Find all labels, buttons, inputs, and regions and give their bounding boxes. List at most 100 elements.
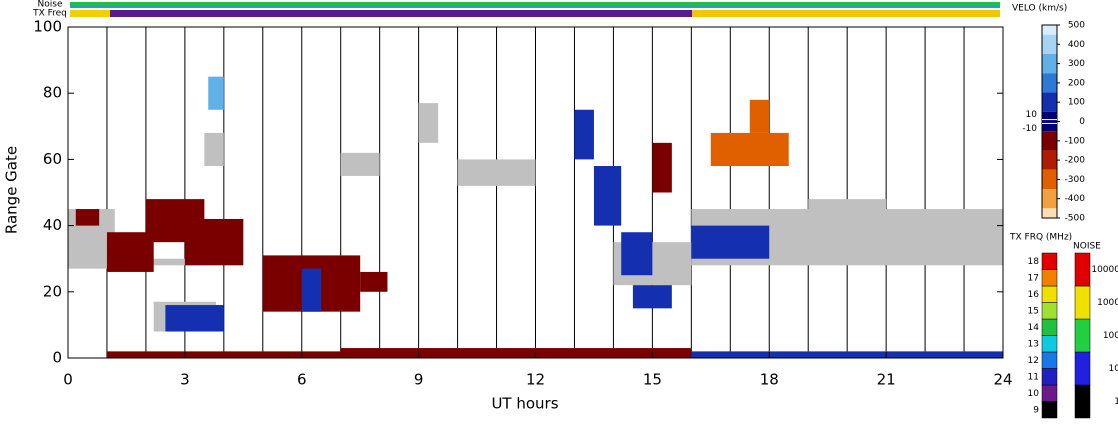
colorbar-cell [1041,318,1058,336]
colorbar-cell [1074,318,1091,353]
x-axis-label: UT hours [491,395,558,413]
colorbar-cell [1041,285,1058,303]
colorbar-tick-label: 10 [1028,389,1040,399]
freq-strip [692,10,1000,17]
colorbar-cell [1042,34,1057,54]
freq-strip [110,10,692,17]
colorbar-tick-label: 11 [1028,372,1039,382]
colorbar-tick-label: 12 [1028,356,1039,366]
colorbar-tick-label: 0 [1079,117,1085,127]
colorbar-tick-label: 200 [1068,78,1085,88]
velocity-cell [621,232,653,276]
x-tick-label: 18 [760,371,779,389]
colorbar-cell [1074,285,1091,320]
velocity-cell [749,99,770,133]
colorbar-tick-label: 100 [1068,98,1085,108]
colorbar-tick-label: 500 [1068,21,1085,31]
colorbar-title: VELO (km/s) [1012,4,1067,14]
x-tick-label: 3 [180,371,190,389]
strip-label: Noise [38,0,63,10]
x-tick-label: 15 [643,371,662,389]
colorbar-cell [1041,401,1058,419]
colorbar-tick-label: 9 [1033,405,1039,415]
velocity-cell [691,351,1003,358]
colorbar-cell [1042,111,1057,132]
velocity-cell [75,209,100,226]
freq-strip [70,10,110,17]
colorbar-cell [1042,53,1057,74]
y-tick-label: 100 [33,18,62,36]
colorbar-cell [1074,252,1091,287]
colorbar-tick-label: 13 [1028,339,1039,349]
colorbar-cell [1042,208,1057,218]
colorbar-tick-label: 10 [1109,364,1118,374]
colorbar-title: NOISE [1073,242,1101,252]
noise-strip-band [70,2,1000,5]
velocity-cell [106,351,341,358]
colorbar-cell [1041,351,1058,369]
colorbar-cell [1042,189,1057,209]
x-tick-label: 6 [297,371,307,389]
colorbar-cell [1042,169,1057,190]
colorbar-tick-label: -500 [1065,214,1086,224]
y-tick-label: 80 [43,84,62,102]
ground-scatter [126,258,205,266]
velocity-cell [574,109,594,160]
colorbar-cell [1041,384,1058,402]
velocity-cell [301,268,322,312]
colorbar-tick-label: -400 [1065,194,1086,204]
y-tick-label: 0 [52,349,62,367]
colorbar-tick-label: 1 [1114,397,1118,407]
colorbar-tick-label: 10 [1026,110,1038,120]
colorbar-cell [1041,368,1058,386]
y-tick-label: 40 [43,216,62,234]
colorbar-cell [1041,335,1058,353]
colorbar-tick-label: -300 [1065,175,1086,185]
colorbar-cell [1074,384,1091,419]
x-tick-label: 9 [414,371,424,389]
colorbar-cell [1042,131,1057,151]
velocity-cell [691,225,770,259]
y-tick-label: 20 [43,282,62,300]
y-axis-label: Range Gate [3,146,21,234]
colorbar-tick-label: 14 [1028,323,1040,333]
ground-scatter [418,103,439,143]
ground-scatter [457,159,536,186]
colorbar-tick-label: 400 [1068,40,1085,50]
colorbar-tick-label: 300 [1068,59,1085,69]
ground-scatter [340,152,380,176]
ground-scatter [204,132,224,167]
velocity-cell [208,76,224,110]
colorbar-cell [1041,252,1058,270]
colorbar-cell [1042,150,1057,170]
ground-scatter [808,199,887,226]
colorbar-title: TX FRQ (MHz) [1009,233,1072,243]
y-tick-label: 60 [43,150,62,168]
colorbar-cell [1041,302,1058,320]
x-tick-label: 12 [526,371,545,389]
velocity-cell [184,218,244,266]
colorbar-tick-label: 10000 [1091,265,1118,275]
colorbar-cell [1042,25,1057,35]
x-tick-label: 21 [877,371,896,389]
colorbar-tick-label: 15 [1028,306,1039,316]
colorbar-cell [1042,73,1057,93]
x-tick-label: 0 [63,371,73,389]
colorbar-tick-label: 17 [1028,273,1039,283]
strip-label: TX Freq [32,9,67,19]
colorbar-tick-label: -10 [1022,124,1037,134]
x-tick-label: 24 [993,371,1012,389]
velocity-cell [165,305,224,332]
velocity-cell [710,132,789,167]
velocity-cell [652,142,672,193]
colorbar-cell [1074,351,1091,386]
colorbar-tick-label: 1000 [1097,298,1118,308]
colorbar-tick-label: -200 [1065,156,1086,166]
colorbar-tick-label: 100 [1103,331,1118,341]
colorbar-tick-label: 18 [1028,257,1040,267]
colorbar-cell [1041,269,1058,287]
velocity-cell [360,271,388,292]
colorbar-tick-label: 16 [1028,290,1040,300]
velocity-cell [340,348,692,358]
